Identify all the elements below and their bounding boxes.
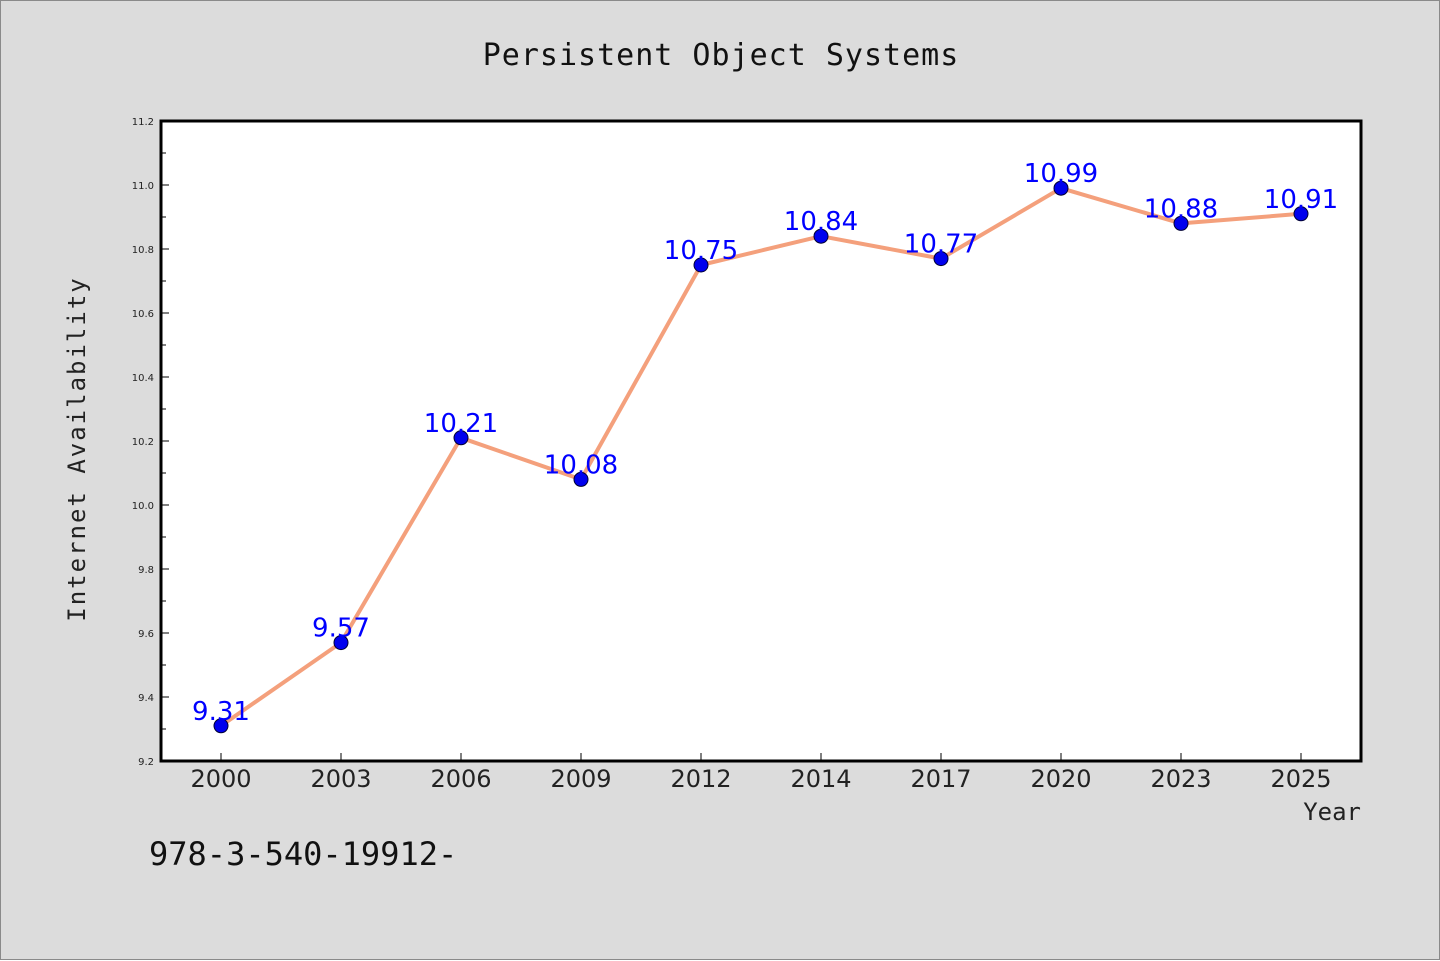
x-tick-label: 2006 bbox=[430, 765, 491, 793]
y-tick-label: 9.6 bbox=[138, 629, 154, 640]
y-tick-label: 11.2 bbox=[132, 117, 154, 128]
x-axis-label: Year bbox=[1303, 798, 1361, 826]
data-point-label: 10.84 bbox=[784, 207, 858, 237]
data-point-label: 10.08 bbox=[544, 450, 618, 480]
plot-area bbox=[159, 119, 1363, 763]
data-point-marker bbox=[453, 430, 469, 446]
data-point-label: 10.77 bbox=[904, 230, 978, 260]
isbn-footer-text: 978-3-540-19912- bbox=[149, 835, 457, 873]
data-point-label: 9.31 bbox=[192, 697, 250, 727]
y-tick-label: 10.6 bbox=[132, 309, 154, 320]
y-tick-label: 9.4 bbox=[138, 693, 154, 704]
data-point-marker bbox=[813, 228, 829, 244]
series-line bbox=[219, 186, 1303, 728]
data-point-marker bbox=[1293, 206, 1309, 222]
y-tick-label: 10.2 bbox=[132, 437, 154, 448]
data-point-marker bbox=[573, 471, 589, 487]
x-tick-label: 2017 bbox=[910, 765, 971, 793]
data-point-marker bbox=[933, 251, 949, 267]
y-tick-label: 10.8 bbox=[132, 245, 154, 256]
data-point-label: 10.91 bbox=[1264, 185, 1338, 215]
data-point-label: 10.21 bbox=[424, 409, 498, 439]
data-point-marker bbox=[1173, 215, 1189, 231]
x-tick-label: 2003 bbox=[310, 765, 371, 793]
x-tick-label: 2023 bbox=[1150, 765, 1211, 793]
chart-title: Persistent Object Systems bbox=[483, 38, 960, 73]
data-point-marker bbox=[1053, 180, 1069, 196]
x-tick-label: 2009 bbox=[550, 765, 611, 793]
y-tick-label: 10.0 bbox=[132, 501, 154, 512]
x-tick-label: 2012 bbox=[670, 765, 731, 793]
data-point-marker bbox=[333, 635, 349, 651]
y-axis: 9.2 9.4 9.6 9.8 10.0 10.2 10.4 10.6 10.8 11.0 11.2 bbox=[132, 117, 169, 768]
data-point-label: 10.99 bbox=[1024, 159, 1098, 189]
data-point-label: 10.88 bbox=[1144, 194, 1218, 224]
y-tick-label: 10.4 bbox=[132, 373, 154, 384]
y-tick-label: 9.2 bbox=[138, 757, 154, 768]
x-tick-label: 2025 bbox=[1270, 765, 1331, 793]
y-tick-label: 11.0 bbox=[132, 181, 154, 192]
data-point-marker bbox=[693, 257, 709, 273]
y-axis-label: Internet Availability bbox=[63, 276, 91, 621]
data-point-label: 10.75 bbox=[664, 236, 738, 266]
x-tick-label: 2020 bbox=[1030, 765, 1091, 793]
series-layer: 9.31 9.57 10.21 10.08 10.75 10.84 10.77 10.99 10… bbox=[192, 159, 1338, 734]
x-tick-label: 2014 bbox=[790, 765, 851, 793]
x-tick-label: 2000 bbox=[190, 765, 251, 793]
data-point-marker bbox=[213, 718, 229, 734]
data-point-label: 9.57 bbox=[312, 614, 370, 644]
y-tick-label: 9.8 bbox=[138, 565, 154, 576]
x-axis: 2000 2003 2006 2009 2012 2014 2017 2020 2023 2025 bbox=[190, 753, 1332, 793]
